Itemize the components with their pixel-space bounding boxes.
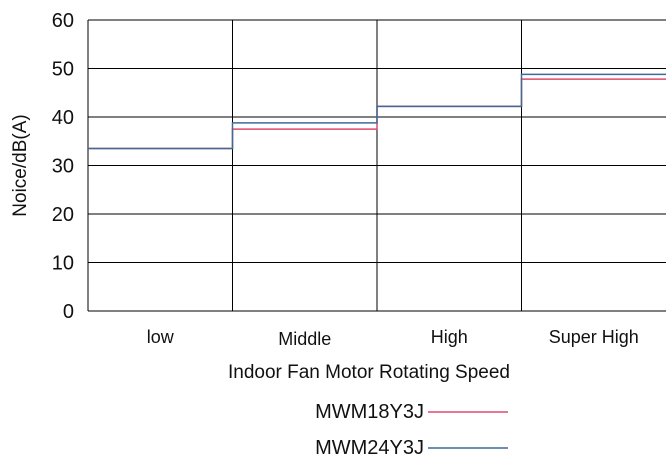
series-layer bbox=[88, 73, 666, 150]
x-category-label: Super High bbox=[549, 327, 639, 347]
x-category-label: low bbox=[147, 327, 175, 347]
x-category-label: Middle bbox=[278, 329, 331, 349]
y-tick-label: 0 bbox=[63, 301, 74, 323]
y-axis-title: Noice/dB(A) bbox=[10, 114, 31, 216]
y-tick-label: 20 bbox=[52, 204, 74, 226]
legend-label: MWM18Y3J bbox=[315, 401, 424, 423]
y-tick-label: 60 bbox=[52, 10, 74, 32]
series-line-2 bbox=[88, 73, 666, 150]
grid-layer bbox=[88, 19, 666, 311]
plot-frame bbox=[87, 20, 666, 312]
legend-label: MWM24Y3J bbox=[315, 437, 424, 459]
y-tick-label: 50 bbox=[52, 59, 74, 81]
x-category-labels: low Middle High Super High bbox=[147, 327, 639, 349]
y-tick-label: 30 bbox=[52, 156, 74, 178]
legend: MWM18Y3J MWM24Y3J bbox=[315, 401, 508, 459]
x-category-label: High bbox=[431, 327, 468, 347]
y-tick-label: 40 bbox=[52, 107, 74, 129]
x-axis-title: Indoor Fan Motor Rotating Speed bbox=[228, 362, 510, 383]
y-tick-labels: 0 10 20 30 40 50 60 bbox=[52, 10, 74, 323]
y-tick-label: 10 bbox=[52, 253, 74, 275]
